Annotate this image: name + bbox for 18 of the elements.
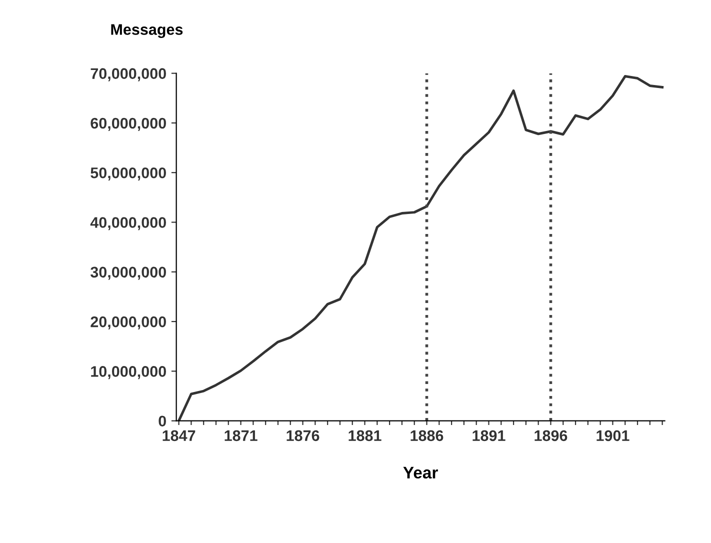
x-axis-title: Year (403, 466, 438, 479)
y-tick-label: 70,000,000 (90, 68, 166, 82)
y-tick-label: 0 (158, 416, 166, 427)
y-axis-title: Messages (111, 24, 183, 38)
y-tick-label: 10,000,000 (91, 366, 166, 380)
x-tick-label: 1876 (286, 430, 320, 442)
x-tick-label: 1896 (534, 430, 568, 442)
y-tick-label: 40,000,000 (90, 217, 166, 230)
x-tick-label: 1881 (348, 430, 382, 442)
x-tick-label: 1847 (162, 430, 196, 442)
y-tick-label: 20,000,000 (90, 316, 166, 330)
y-tick-label: 50,000,000 (90, 167, 166, 180)
y-tick-label: 60,000,000 (90, 118, 166, 131)
y-tick-label: 30,000,000 (90, 266, 166, 280)
x-tick-label: 1901 (596, 430, 630, 442)
x-tick-label: 1891 (472, 430, 506, 442)
x-tick-label: 1871 (224, 430, 258, 442)
x-tick-label: 1886 (410, 430, 444, 442)
